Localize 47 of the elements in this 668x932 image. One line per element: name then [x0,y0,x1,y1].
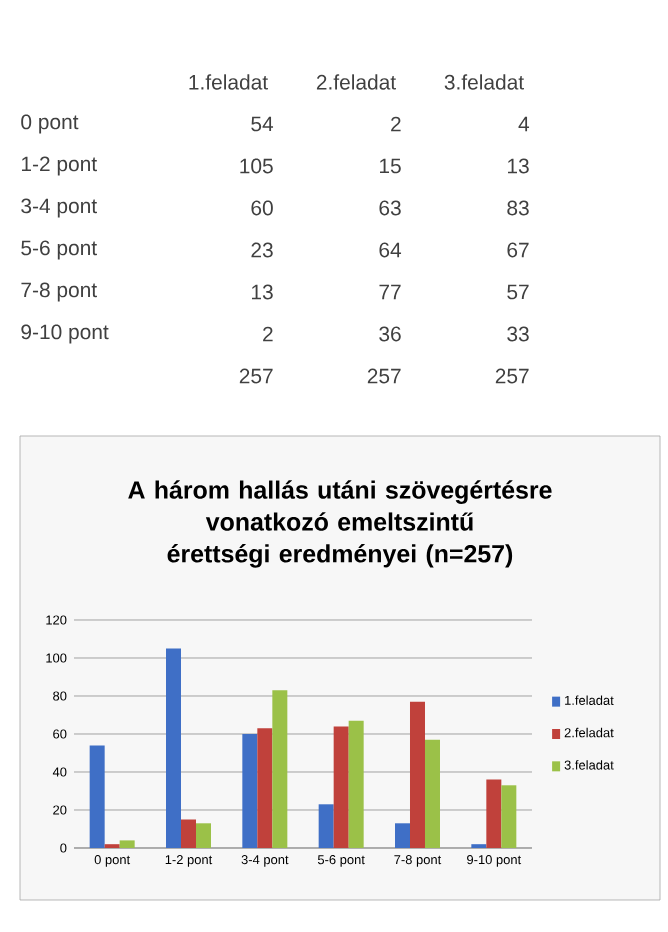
data-label: 257 [239,368,273,384]
data-label: 105 [240,158,273,174]
bar [89,745,105,848]
bar [166,648,181,848]
bar [394,823,410,848]
y-tick-label: 1-2 pont [21,156,97,176]
data-label: 54 [251,116,274,132]
y-tick-label: 5-6 pont [21,240,97,260]
data-label: 257 [495,368,529,384]
bar [272,690,288,848]
data-label: 63 [379,200,401,216]
bar [424,739,440,848]
bar [119,840,135,848]
data-label: 15 [380,158,401,174]
y-tick-label: 9-10 pont [21,324,109,344]
bar [242,733,258,848]
data-label: 2 [391,116,401,132]
data-label: 60 [251,200,273,216]
bar [348,720,364,848]
data-label: 77 [379,284,401,300]
bar [181,819,196,848]
x-tick-label: 1.feladat [189,74,268,90]
x-tick-label: 3.feladat [444,74,524,90]
bar [318,804,334,848]
data-label: 64 [379,242,402,258]
data-label: 36 [379,326,401,342]
x-tick-label: 2.feladat [316,74,396,90]
chart-title: A három hallás utáni szövegértésre vonatkozó emeltszintű érettségi eredményei (n=257) [128,480,552,568]
data-label: 83 [507,200,529,216]
bar [501,785,517,848]
data-label: 257 [367,368,401,384]
y-tick-label: 3-4 pont [21,198,97,218]
bar [409,701,425,848]
data-label: 13 [508,158,529,174]
data-label: 33 [507,326,529,342]
bar [196,823,211,848]
data-label: 2 [263,326,273,342]
data-label: 57 [507,284,529,300]
y-tick-label: 0 pont [21,114,79,134]
data-label: 13 [252,284,273,300]
data-label: 4 [518,116,530,132]
data-label: 23 [251,242,273,258]
bar [257,728,273,848]
bar [486,779,502,848]
data-label: 67 [507,242,529,258]
y-tick-label: 7-8 pont [21,282,97,302]
bar [333,726,349,848]
